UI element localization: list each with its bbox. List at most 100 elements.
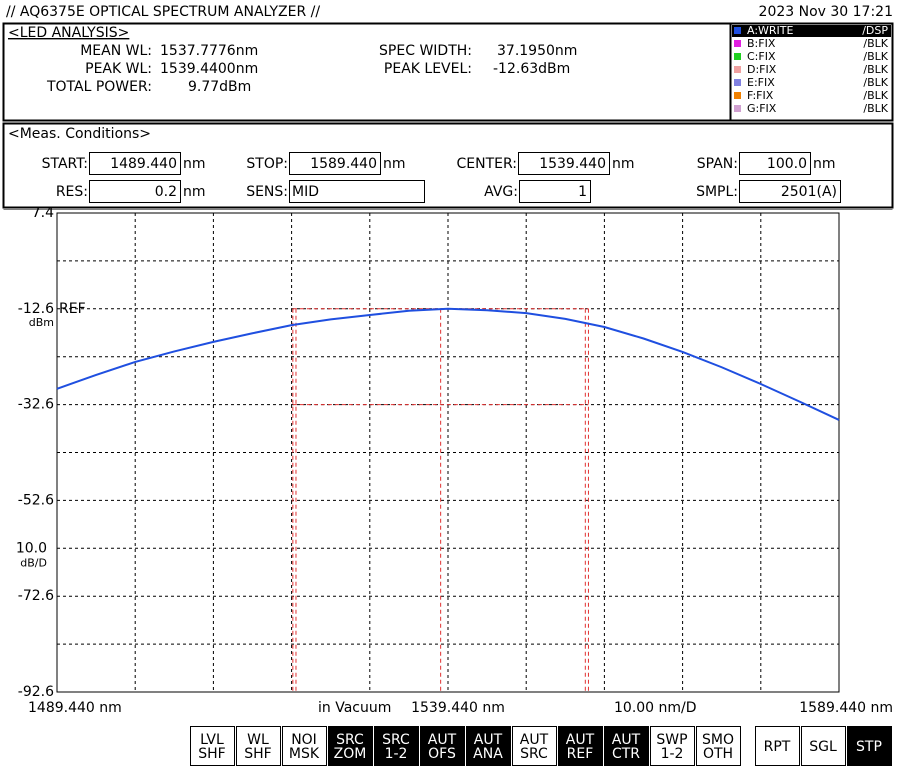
condition-field[interactable] bbox=[519, 180, 591, 203]
condition-value: 100.0 bbox=[767, 156, 807, 172]
header-datetime: 2023 Nov 30 17:21 bbox=[759, 4, 893, 20]
softkey[interactable] bbox=[512, 726, 557, 766]
softkey-label[interactable]: SWP bbox=[656, 732, 687, 748]
y-division-unit: dB/D bbox=[20, 556, 47, 569]
softkey[interactable] bbox=[558, 726, 603, 766]
condition-field[interactable] bbox=[89, 152, 181, 175]
y-tick-label: 7.4 bbox=[32, 205, 54, 221]
softkey[interactable] bbox=[696, 726, 741, 766]
conditions-title: <Meas. Conditions> bbox=[8, 126, 151, 142]
trace-highlight bbox=[732, 25, 891, 37]
condition-field[interactable] bbox=[89, 180, 181, 203]
sweep-button[interactable] bbox=[847, 726, 892, 766]
trace-box bbox=[729, 22, 894, 122]
softkey-label[interactable]: AUT bbox=[474, 732, 503, 748]
softkey-label[interactable]: SMO bbox=[702, 732, 734, 748]
sweep-button[interactable] bbox=[755, 726, 800, 766]
condition-label: SENS: bbox=[246, 184, 288, 200]
condition-field[interactable] bbox=[289, 180, 425, 203]
softkey[interactable] bbox=[374, 726, 419, 766]
softkey[interactable] bbox=[650, 726, 695, 766]
softkey[interactable] bbox=[328, 726, 373, 766]
softkey-label[interactable]: AUT bbox=[428, 732, 457, 748]
analysis-label: SPEC WIDTH: bbox=[379, 43, 472, 59]
y-tick-label: -52.6 bbox=[18, 492, 54, 508]
analysis-label: TOTAL POWER: bbox=[46, 79, 152, 95]
trace-name[interactable]: C:FIX bbox=[747, 50, 776, 63]
sweep-button[interactable] bbox=[801, 726, 846, 766]
trace-mode: /DSP bbox=[862, 24, 888, 37]
trace-name[interactable]: F:FIX bbox=[747, 89, 774, 102]
trace-mode: /BLK bbox=[863, 37, 888, 50]
condition-field[interactable] bbox=[739, 152, 811, 175]
trace-mode: /BLK bbox=[863, 63, 888, 76]
softkey-label[interactable]: ANA bbox=[473, 746, 503, 762]
condition-field[interactable] bbox=[518, 152, 610, 175]
softkey-label[interactable]: SRC bbox=[382, 732, 410, 748]
softkey-label[interactable]: SHF bbox=[198, 746, 225, 762]
trace-name[interactable]: G:FIX bbox=[747, 102, 777, 115]
condition-label: RES: bbox=[56, 184, 88, 200]
softkey-label[interactable]: SRC bbox=[520, 746, 548, 762]
y-division: 10.0 bbox=[16, 540, 47, 556]
softkey-label[interactable]: AUT bbox=[612, 732, 641, 748]
condition-label: CENTER: bbox=[456, 156, 517, 172]
trace-name[interactable]: E:FIX bbox=[747, 76, 775, 89]
condition-value: 1 bbox=[578, 184, 587, 200]
softkey-label[interactable]: ZOM bbox=[334, 746, 367, 762]
x-tick-label: 1539.440 nm bbox=[411, 700, 505, 716]
trace-swatch bbox=[734, 79, 741, 86]
condition-label: STOP: bbox=[246, 156, 288, 172]
softkey-label[interactable]: CTR bbox=[612, 746, 640, 762]
trace-name[interactable]: D:FIX bbox=[747, 63, 777, 76]
softkey[interactable] bbox=[420, 726, 465, 766]
header-title: // AQ6375E OPTICAL SPECTRUM ANALYZER // bbox=[6, 4, 320, 20]
softkey-label[interactable]: SHF bbox=[244, 746, 271, 762]
softkey-label[interactable]: WL bbox=[247, 732, 269, 748]
softkey-label[interactable]: REF bbox=[567, 746, 594, 762]
trace-swatch bbox=[734, 40, 741, 47]
softkey-label[interactable]: MSK bbox=[289, 746, 320, 762]
x-tick-label: 1589.440 nm bbox=[799, 700, 893, 716]
condition-field[interactable] bbox=[289, 152, 381, 175]
softkey-label[interactable]: 1-2 bbox=[385, 746, 408, 762]
condition-value: 0.2 bbox=[155, 184, 177, 200]
softkey[interactable] bbox=[604, 726, 649, 766]
x-note: in Vacuum bbox=[318, 700, 391, 716]
y-tick-label: -12.6 bbox=[18, 301, 54, 317]
trace-name[interactable]: B:FIX bbox=[747, 37, 776, 50]
x-division: 10.00 nm/D bbox=[614, 700, 697, 716]
condition-unit: nm bbox=[612, 156, 635, 172]
y-unit: dBm bbox=[29, 316, 54, 329]
sweep-button-label[interactable]: RPT bbox=[764, 739, 791, 755]
condition-field[interactable] bbox=[739, 180, 841, 203]
analysis-value: 37.1950nm bbox=[497, 43, 577, 59]
softkey-label[interactable]: OTH bbox=[703, 746, 733, 762]
condition-unit: nm bbox=[813, 156, 836, 172]
separator bbox=[3, 209, 893, 210]
trace-name[interactable]: A:WRITE bbox=[747, 24, 794, 37]
softkey-label[interactable]: AUT bbox=[566, 732, 595, 748]
analysis-value: 9.77dBm bbox=[188, 79, 251, 95]
trace-mode: /BLK bbox=[863, 76, 888, 89]
softkey[interactable] bbox=[236, 726, 281, 766]
softkey-label[interactable]: AUT bbox=[520, 732, 549, 748]
conditions-box bbox=[2, 122, 894, 209]
softkey-label[interactable]: LVL bbox=[200, 732, 224, 748]
softkey-label[interactable]: OFS bbox=[428, 746, 456, 762]
trace-mode: /BLK bbox=[863, 50, 888, 63]
softkey[interactable] bbox=[190, 726, 235, 766]
sweep-button-label[interactable]: SGL bbox=[809, 739, 837, 755]
softkey-label[interactable]: 1-2 bbox=[661, 746, 684, 762]
softkey-label[interactable]: NOI bbox=[291, 732, 317, 748]
sweep-button-label[interactable]: STP bbox=[856, 739, 882, 755]
softkey[interactable] bbox=[282, 726, 327, 766]
condition-label: SPAN: bbox=[697, 156, 738, 172]
condition-value: 2501(A) bbox=[781, 184, 837, 200]
analysis-value: 1539.4400nm bbox=[160, 61, 258, 77]
softkey[interactable] bbox=[466, 726, 511, 766]
softkey-label[interactable]: SRC bbox=[336, 732, 364, 748]
condition-unit: nm bbox=[383, 156, 406, 172]
